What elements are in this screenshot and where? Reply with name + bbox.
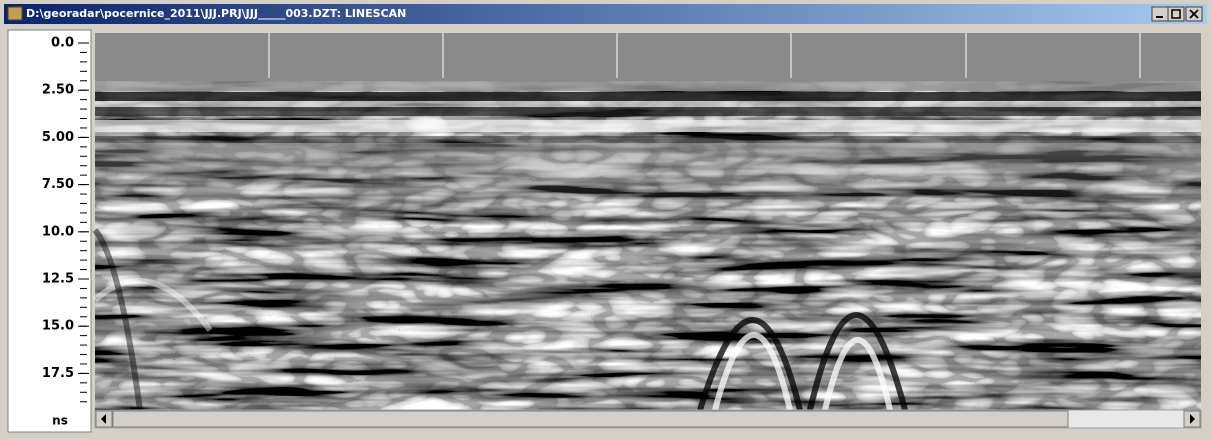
scrollbar [95, 410, 1201, 428]
radargram [95, 33, 1201, 410]
air-layer [95, 33, 1201, 81]
window: D:\georadar\pocernice_2011\JJJ.PRJ\JJJ__… [0, 0, 1211, 439]
dark-band [95, 107, 1201, 116]
dark-band [95, 92, 1201, 101]
axis-label: 5.00 [42, 130, 74, 145]
dark-band [95, 136, 1201, 143]
scroll-thumb[interactable] [113, 411, 1068, 427]
window-title: D:\georadar\pocernice_2011\JJJ.PRJ\JJJ__… [26, 7, 406, 20]
light-band [95, 101, 1201, 107]
surface-fade [95, 81, 1201, 91]
axis-label: 7.50 [42, 177, 74, 192]
axis-label: 17.5 [42, 366, 74, 381]
maximize-button[interactable] [1168, 7, 1184, 21]
axis-label: 12.5 [42, 272, 74, 287]
axis-label: 10.0 [42, 224, 74, 239]
axis-label: 15.0 [42, 319, 74, 334]
axis-label: 2.50 [42, 83, 74, 98]
app-icon [8, 7, 22, 20]
page: D:\georadar\pocernice_2011\JJJ.PRJ\JJJ__… [0, 0, 1211, 439]
window-buttons [1152, 7, 1202, 21]
axis-unit: ns [52, 414, 68, 428]
upper-fade [95, 143, 1201, 203]
white-band [95, 120, 1201, 132]
axis-label: 0.0 [51, 36, 74, 51]
minimize-button[interactable] [1152, 7, 1168, 21]
